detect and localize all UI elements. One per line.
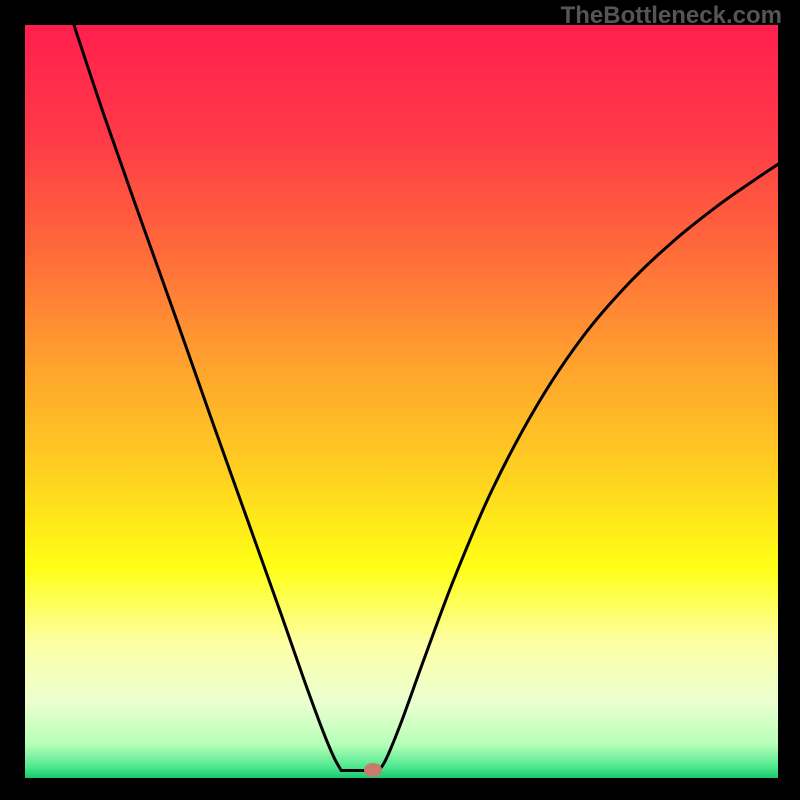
plot-area [25,25,778,778]
watermark-text: TheBottleneck.com [561,2,782,30]
chart-container: TheBottleneck.com [0,0,800,800]
bottleneck-curve [25,25,778,778]
optimum-marker [364,763,382,777]
